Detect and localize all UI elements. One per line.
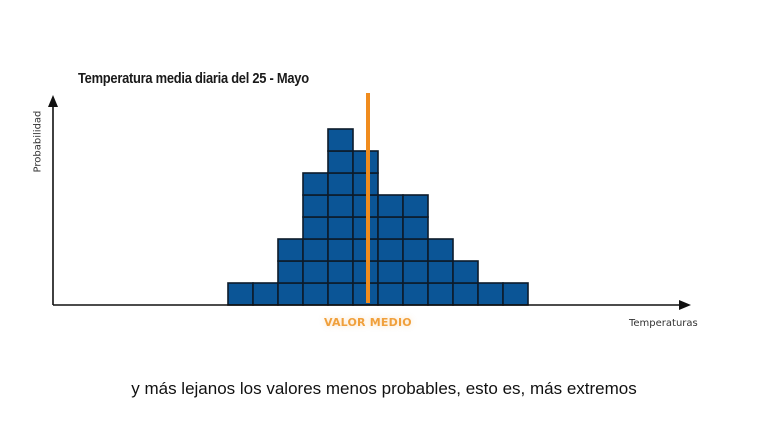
histogram-block-6-7 (352, 150, 379, 174)
histogram-block-5-5 (327, 194, 354, 218)
histogram-block-10-2 (452, 260, 479, 284)
histogram-block-4-2 (302, 260, 329, 284)
histogram-block-9-2 (427, 260, 454, 284)
histogram-block-3-3 (277, 238, 304, 262)
histogram-block-6-2 (352, 260, 379, 284)
histogram-block-8-5 (402, 194, 429, 218)
histogram-block-5-2 (327, 260, 354, 284)
histogram-block-6-6 (352, 172, 379, 196)
histogram-block-5-6 (327, 172, 354, 196)
histogram-block-1-1 (227, 282, 254, 306)
histogram-block-3-2 (277, 260, 304, 284)
mean-label: VALOR MEDIO (324, 316, 412, 329)
histogram-block-6-5 (352, 194, 379, 218)
histogram-block-4-4 (302, 216, 329, 240)
histogram-block-7-1 (377, 282, 404, 306)
histogram-blocks (227, 128, 529, 306)
histogram-block-7-5 (377, 194, 404, 218)
histogram-block-4-3 (302, 238, 329, 262)
histogram-block-8-4 (402, 216, 429, 240)
histogram-block-2-1 (252, 282, 279, 306)
histogram-block-4-1 (302, 282, 329, 306)
histogram-block-5-1 (327, 282, 354, 306)
histogram-block-5-3 (327, 238, 354, 262)
x-axis-arrow (679, 300, 691, 310)
axes (48, 95, 691, 310)
histogram-block-4-5 (302, 194, 329, 218)
histogram-block-11-1 (477, 282, 504, 306)
caption: y más lejanos los valores menos probable… (131, 379, 637, 398)
histogram-block-8-1 (402, 282, 429, 306)
histogram-block-3-1 (277, 282, 304, 306)
y-axis-label: Probabilidad (32, 110, 44, 173)
histogram-block-7-3 (377, 238, 404, 262)
histogram-block-5-7 (327, 150, 354, 174)
histogram-block-5-4 (327, 216, 354, 240)
y-axis-arrow (48, 95, 58, 107)
histogram-block-9-1 (427, 282, 454, 306)
histogram-block-7-2 (377, 260, 404, 284)
histogram-block-6-4 (352, 216, 379, 240)
histogram-block-5-8 (327, 128, 354, 152)
histogram-block-12-1 (502, 282, 529, 306)
histogram-block-7-4 (377, 216, 404, 240)
histogram-block-6-1 (352, 282, 379, 306)
histogram-block-8-2 (402, 260, 429, 284)
histogram-block-10-1 (452, 282, 479, 306)
histogram-block-4-6 (302, 172, 329, 196)
chart-title: Temperatura media diaria del 25 - Mayo (78, 70, 309, 87)
x-axis-label: Temperaturas (629, 318, 698, 329)
histogram-block-8-3 (402, 238, 429, 262)
histogram-block-9-3 (427, 238, 454, 262)
histogram-block-6-3 (352, 238, 379, 262)
